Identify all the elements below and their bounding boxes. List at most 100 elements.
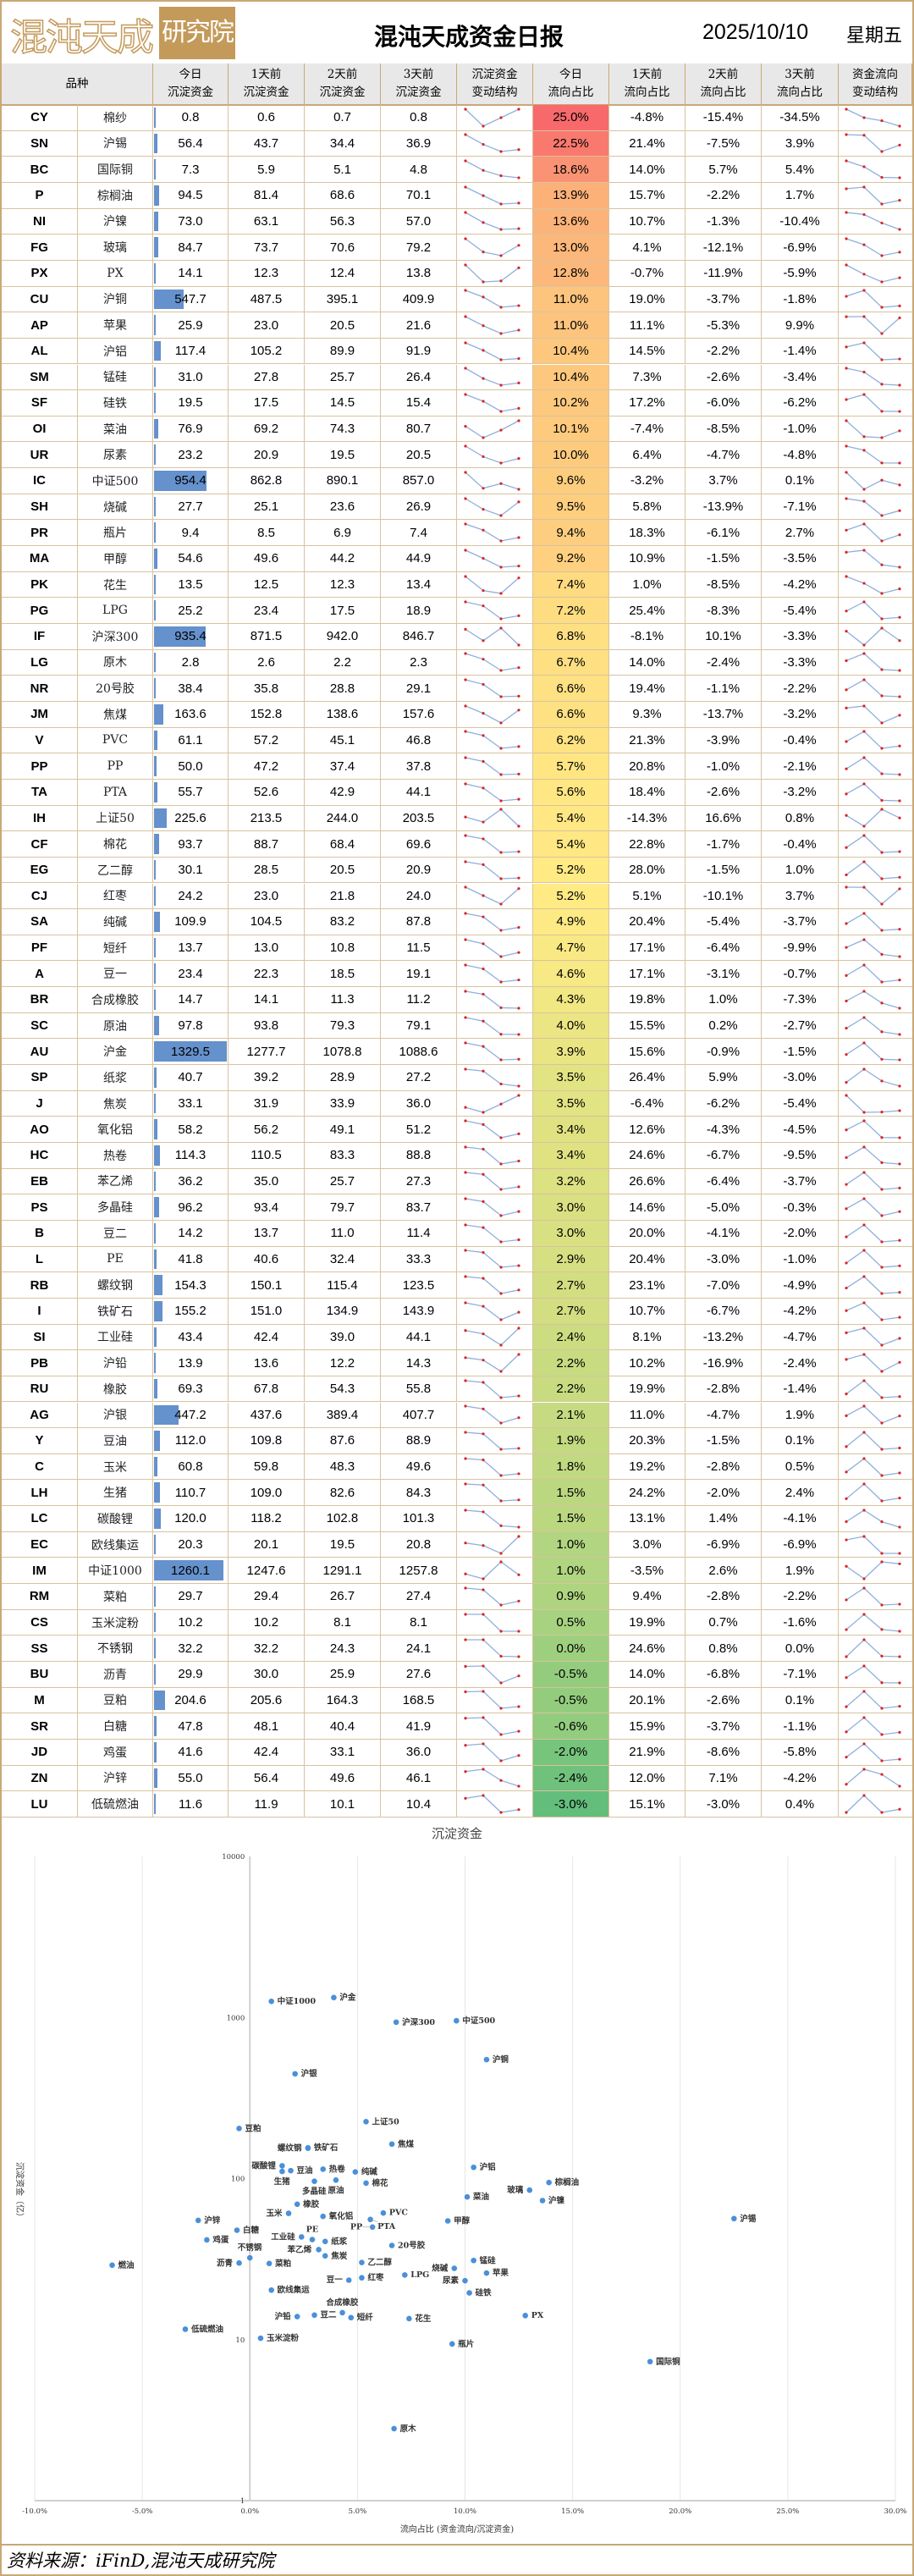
product-name: 烧碱 xyxy=(78,494,153,520)
sparkline-marker xyxy=(879,478,884,482)
flow-value: 2.6% xyxy=(708,1563,738,1578)
flow-value: 20.0% xyxy=(629,1226,665,1241)
capital-sparkline-cell xyxy=(457,1246,533,1272)
flow-value: 5.7% xyxy=(556,758,586,774)
product-code: P xyxy=(2,182,78,208)
capital-value: 112.0 xyxy=(174,1433,206,1448)
sparkline-path xyxy=(465,1613,519,1632)
capital-3d-ago: 36.9 xyxy=(381,130,457,157)
sparkline-marker xyxy=(463,263,467,267)
flow-2d-ago: -13.2% xyxy=(686,1324,762,1350)
capital-value: 37.8 xyxy=(405,758,432,774)
flow-2d-ago: 1.0% xyxy=(686,987,762,1012)
sparkline-path xyxy=(465,1561,519,1580)
product-name: 尿素 xyxy=(78,442,153,468)
sparkline-marker xyxy=(862,243,866,246)
capital-today: 29.9 xyxy=(153,1662,228,1687)
flow-today: 3.9% xyxy=(533,1039,609,1065)
flow-2d-ago: -11.9% xyxy=(686,260,762,286)
capital-value: 31.9 xyxy=(253,1096,279,1111)
capital-1d-ago: 23.0 xyxy=(228,312,305,338)
product-name: PP xyxy=(78,753,153,779)
scatter-point xyxy=(266,2260,273,2267)
product-name: 原油 xyxy=(78,1012,153,1039)
product-name: 碳酸锂 xyxy=(78,1506,153,1531)
flow-value: -2.1% xyxy=(783,758,817,774)
sparkline-marker xyxy=(879,306,884,309)
capital-1d-ago: 487.5 xyxy=(228,286,305,312)
scatter-point xyxy=(322,2238,328,2245)
sparkline-marker xyxy=(862,912,866,915)
sparkline-marker xyxy=(844,550,848,554)
sparkline-path xyxy=(465,367,519,386)
table-row: NR 20号胶 38.4 35.8 28.8 29.1 6.6% 19.4% -1.1% -2.2… xyxy=(2,676,912,702)
sparkline-marker xyxy=(481,863,485,866)
flow-value: 14.6% xyxy=(629,1200,665,1215)
product-code: BR xyxy=(2,987,78,1012)
flow-sparkline xyxy=(844,496,901,517)
sparkline-marker xyxy=(879,1240,884,1244)
table-row: SP 纸浆 40.7 39.2 28.9 27.2 3.5% 26.4% 5.9% -3.0% xyxy=(2,1065,912,1091)
flow-sparkline xyxy=(844,1379,901,1399)
flow-sparkline xyxy=(844,704,901,725)
sparkline-marker xyxy=(481,1588,485,1591)
capital-sparkline-cell xyxy=(457,727,533,753)
flow-sparkline-cell xyxy=(839,261,912,286)
product-name: 不锈钢 xyxy=(78,1636,153,1661)
sparkline-path xyxy=(845,1405,900,1425)
sparkline-path xyxy=(845,835,900,853)
sparkline-marker xyxy=(897,410,901,413)
flow-value: -3.0% xyxy=(706,1251,741,1266)
sparkline-marker xyxy=(516,244,520,247)
capital-today: 954.4 xyxy=(153,468,228,494)
sparkline-marker xyxy=(463,1197,467,1200)
sparkline-marker xyxy=(481,1226,485,1229)
flow-value: -5.4% xyxy=(783,603,817,618)
sparkline-marker xyxy=(498,1188,503,1192)
sparkline-path xyxy=(845,238,900,256)
capital-databar xyxy=(154,600,156,621)
flow-1d-ago: 15.1% xyxy=(609,1791,686,1817)
flow-2d-ago: -6.0% xyxy=(686,390,762,416)
flow-value: 5.4% xyxy=(785,162,815,177)
flow-value: 2.7% xyxy=(785,525,815,540)
sparkline-marker xyxy=(463,938,467,941)
capital-databar xyxy=(154,1560,223,1581)
table-row: LG 原木 2.8 2.6 2.2 2.3 6.7% 14.0% -2.4% -3.3% xyxy=(2,649,912,676)
product-code: PK xyxy=(2,571,78,598)
capital-databar xyxy=(154,808,167,829)
capital-today: 110.7 xyxy=(153,1480,228,1506)
flow-value: 0.1% xyxy=(785,473,815,488)
table-row: AO 氧化铝 58.2 56.2 49.1 51.2 3.4% 12.6% -4.3% -4.5% xyxy=(2,1117,912,1143)
flow-value: 2.7% xyxy=(556,1277,586,1293)
capital-value: 11.0 xyxy=(330,1226,355,1241)
capital-value: 0.8 xyxy=(181,110,200,125)
sparkline-marker xyxy=(516,850,520,853)
capital-value: 14.1 xyxy=(178,266,203,281)
sparkline-marker xyxy=(463,1404,467,1408)
sparkline-marker xyxy=(879,591,884,595)
flow-2d-ago: -4.7% xyxy=(686,1402,762,1428)
flow-1d-ago: -3.5% xyxy=(609,1558,686,1584)
sparkline-marker xyxy=(498,539,503,543)
flow-sparkline-cell xyxy=(839,520,912,545)
sparkline-marker xyxy=(879,539,884,543)
sparkline-marker xyxy=(463,549,467,552)
capital-2d-ago: 28.8 xyxy=(305,676,381,701)
flow-value: -4.3% xyxy=(706,1122,741,1137)
flow-1d-ago: 17.1% xyxy=(609,935,686,961)
scatter-point xyxy=(483,2056,490,2063)
report-weekday: 星期五 xyxy=(846,25,903,47)
capital-value: 409.9 xyxy=(402,291,435,306)
flow-today: 6.6% xyxy=(533,676,609,701)
flow-value: 9.3% xyxy=(632,707,662,722)
sparkline-marker xyxy=(516,614,520,618)
sparkline-marker xyxy=(481,507,485,510)
flow-sparkline-cell xyxy=(839,1506,912,1531)
sparkline-marker xyxy=(897,305,901,308)
sparkline-marker xyxy=(879,222,884,225)
capital-sparkline xyxy=(463,263,520,284)
flow-value: -34.5% xyxy=(779,110,820,125)
product-code: AP xyxy=(2,312,78,338)
